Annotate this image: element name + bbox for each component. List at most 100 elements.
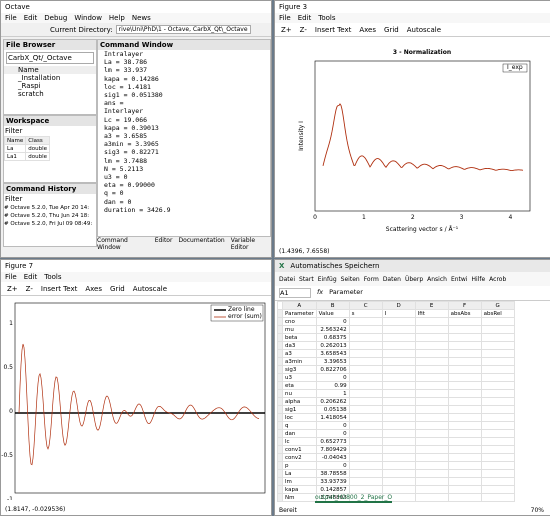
cell [480,437,515,446]
cell: 0.206262 [315,397,350,406]
output-line: a3 = 3.6585 [104,132,148,141]
cell [348,485,383,494]
menu-item[interactable]: Einfüg [317,275,337,283]
cell [447,325,482,334]
cell: 0 [315,421,350,430]
tool-item[interactable]: Axes [359,25,377,34]
sheet-tab[interactable]: output_H2800_2_Paper_O [315,494,393,503]
zoom: 70% [530,507,544,514]
cell: 2.563242 [315,325,350,334]
history-item[interactable]: # Octave 5.2.0, Fri Jul 09 08:49: [4,221,93,227]
cell: La [282,469,317,478]
cell [480,429,515,438]
filter[interactable]: Filter [5,127,23,135]
menu-item[interactable]: News [131,14,151,22]
cell [447,317,482,326]
autosave[interactable]: Automatisches Speichern [290,262,380,270]
menu-item[interactable]: Daten [382,275,401,283]
row: sig3 0.822706 [277,365,515,374]
tool-item[interactable]: Insert Text [314,25,352,34]
cell [480,341,515,350]
cell [480,365,515,374]
tool-item[interactable]: Insert Text [40,284,78,293]
cell [447,333,482,342]
tool-item[interactable]: Axes [85,284,103,293]
cell [348,477,383,486]
path[interactable]: CarbX_Qt/_Octave [6,52,94,64]
menu-item[interactable]: Überp [404,275,424,283]
menu-item[interactable]: File [279,14,291,22]
tool-item[interactable]: Autoscale [132,284,168,293]
menu-item[interactable]: Edit [297,14,312,22]
menu-item[interactable]: Window [74,14,102,22]
menu-item[interactable]: Ansich [427,275,447,283]
row: sig1 0.05138 [277,405,515,414]
header: Command History [4,184,96,194]
menu-item[interactable]: Edit [23,14,38,22]
filter[interactable]: Filter [5,195,23,203]
tool-item[interactable]: Z+ [281,25,292,34]
directory[interactable]: rive\Uni\PhD\1 - Octave, CarbX_Qt\_Octav… [115,25,251,34]
tool-item[interactable]: Grid [384,25,399,34]
row: dan 0 [277,429,515,438]
cell [348,349,383,358]
tool-item[interactable]: Z- [299,25,307,34]
cell [414,397,449,406]
menu-item[interactable]: Entwi [450,275,468,283]
cell [414,317,449,326]
tool-item[interactable]: Autoscale [406,25,442,34]
tool-item[interactable]: Z- [25,284,33,293]
cell: nu [282,389,317,398]
menu-item[interactable]: Edit [23,273,38,281]
ribbon: Datei Start Einfüg Seiten Form Daten Überp Ansi… [275,272,550,286]
menu-item[interactable]: Tools [44,273,62,281]
status: (1.8147, -0.029536) [5,506,66,513]
menu-item[interactable]: Form [363,275,379,283]
tab[interactable]: Command Window [97,237,128,251]
menu-item[interactable]: Help [108,14,125,22]
cell: I [381,309,416,318]
cell [381,373,416,382]
cell [414,333,449,342]
y-tick-label: 0 [9,408,13,415]
cell [381,413,416,422]
cell [414,445,449,454]
menu-item[interactable]: File [5,14,17,22]
cell [414,477,449,486]
menu-item[interactable]: Seiten [340,275,360,283]
workspace: Workspace Filter Name Class La double La1 dou… [3,115,97,183]
cell [348,413,383,422]
tool-item[interactable]: Z+ [7,284,18,293]
cell [348,333,383,342]
output-line: Lc = 19.066 [104,115,148,124]
formula-bar: A1 fx Parameter [275,286,550,301]
formula[interactable]: Parameter [329,288,363,296]
tab[interactable]: Variable Editor [230,237,256,251]
cell [447,413,482,422]
output-line: Intralayer [104,50,144,58]
menu-item[interactable]: Hilfe [471,275,486,283]
row: lc 0.652773 [277,437,515,446]
tool-item[interactable]: Grid [110,284,125,293]
menu-item[interactable]: Start [299,275,314,283]
cell: 0 [315,429,350,438]
menu-item[interactable]: Acrob [489,275,507,283]
menu-item[interactable]: File [5,273,17,281]
cell [348,381,383,390]
legend-entry: Zero line [228,306,255,313]
name-box[interactable]: A1 [279,288,311,298]
command-window: Command Window Intralayer La = 38.786 lm =… [97,39,271,237]
cell [381,485,416,494]
menu-item[interactable]: Debug [44,14,68,22]
tab[interactable]: Documentation [178,237,225,244]
plot: Zero line error (sum) 1 0.5 0 -0.5 -1 [1,302,266,500]
cell: eta [282,381,317,390]
title: Figure 7 [5,262,34,270]
tab[interactable]: Editor [154,237,173,244]
menu-item[interactable]: Datei [279,275,296,283]
plot-title: 3 - Normalization [393,49,451,56]
history-item[interactable]: # Octave 5.2.0, Tue Apr 20 14: [4,205,90,211]
excel-window: X Automatisches Speichern Datei Start Einfü… [274,259,550,516]
menu-item[interactable]: Tools [318,14,336,22]
history-item[interactable]: # Octave 5.2.0, Thu Jun 24 18: [4,213,90,219]
